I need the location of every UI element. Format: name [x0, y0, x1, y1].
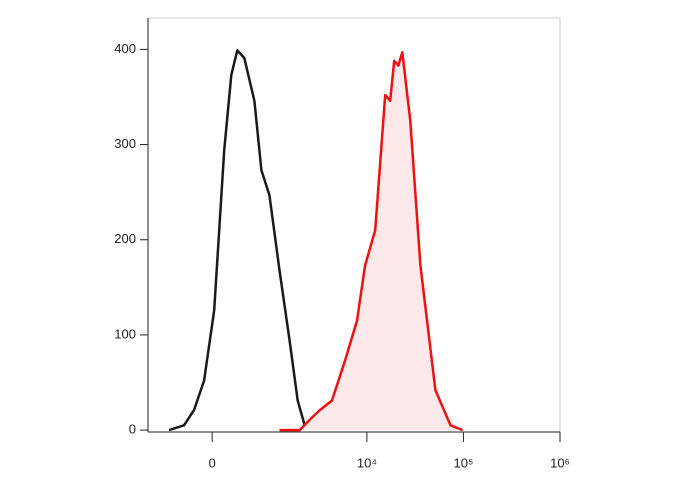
histogram-line	[279, 51, 464, 432]
x-tick-label: 10⁴	[357, 455, 377, 470]
y-tick-label: 400	[114, 41, 136, 56]
x-tick-label: 10⁵	[454, 455, 474, 470]
y-tick-label: 300	[114, 136, 136, 151]
histogram-line	[168, 49, 306, 432]
y-tick-label: 100	[114, 326, 136, 341]
x-tick-label: 0	[209, 455, 216, 470]
y-tick-label: 0	[129, 422, 136, 437]
x-tick-label: 10⁶	[550, 455, 570, 470]
y-tick-label: 200	[114, 231, 136, 246]
